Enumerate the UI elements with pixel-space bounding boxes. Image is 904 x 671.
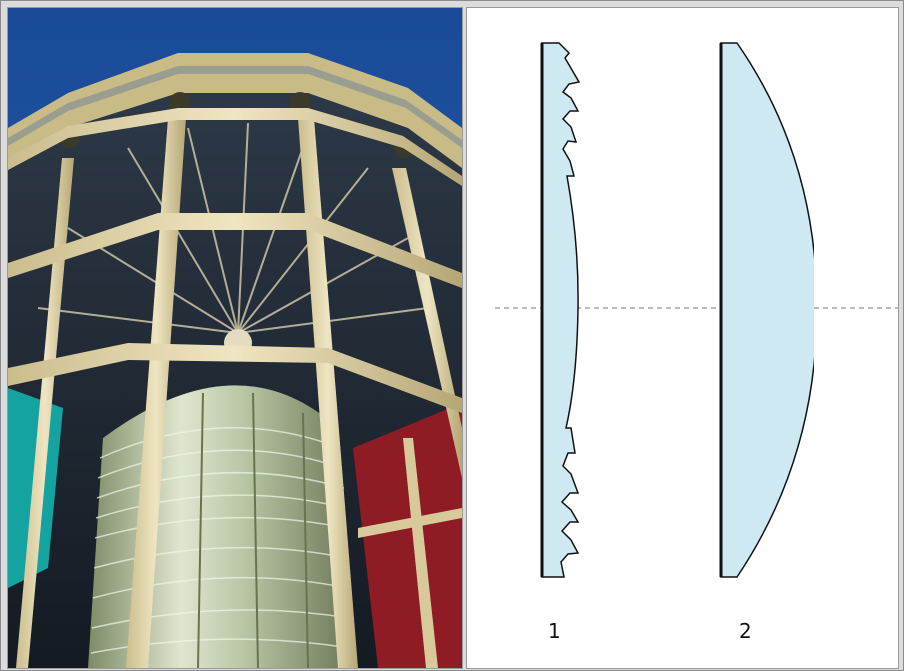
lens-diagram: 1 2	[466, 7, 899, 669]
lens-diagram-svg: 1 2	[495, 8, 898, 668]
lighthouse-illustration	[8, 8, 462, 668]
window-frame	[8, 108, 462, 668]
lens-rings	[90, 427, 351, 654]
lens-2-label: 2	[739, 619, 752, 643]
red-panel	[353, 403, 462, 668]
lens-1-label: 1	[548, 619, 561, 643]
fresnel-lens-shape	[541, 42, 581, 578]
plano-convex-lens-shape	[720, 42, 818, 578]
lighthouse-photo	[7, 7, 463, 669]
